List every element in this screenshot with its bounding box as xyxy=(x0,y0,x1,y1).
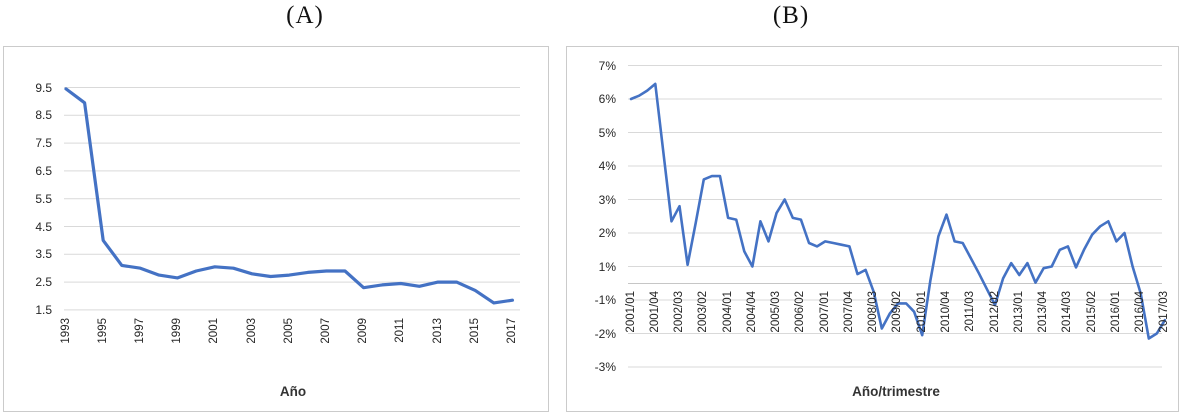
x-axis-title-chart-a: Año xyxy=(279,384,307,399)
x-tick-label: 1999 xyxy=(171,318,184,344)
y-tick-label: -1% xyxy=(594,293,616,307)
x-tick-label: 2010/04 xyxy=(940,291,952,333)
gridlines-chart-a xyxy=(64,87,520,311)
x-tick-label: 2011/03 xyxy=(964,291,977,332)
y-tick-label: 2.5 xyxy=(35,275,52,290)
y-tick-label: 3.5 xyxy=(35,247,52,262)
x-tick-label: 1993 xyxy=(59,318,72,344)
y-tick-label: 4.5 xyxy=(35,219,52,234)
x-tick-label: 2011 xyxy=(394,318,407,343)
x-tick-label: 2015 xyxy=(468,318,481,344)
x-tick-label: 2015/02 xyxy=(1085,291,1098,333)
y-tick-label: -2% xyxy=(594,326,616,341)
x-tick-label: 2008/03 xyxy=(867,291,880,333)
panel-b-title: (B) xyxy=(772,2,810,29)
y-tick-label: 3% xyxy=(598,192,616,207)
x-tick-label: 2001/04 xyxy=(648,291,661,333)
y-tick-label: 6% xyxy=(598,92,616,106)
x-tick-label: 2002/03 xyxy=(673,291,686,333)
x-tick-label: 2009/02 xyxy=(891,291,904,333)
y-tick-label: 2% xyxy=(598,226,616,240)
x-tick-label: 2004/01 xyxy=(721,291,734,333)
x-tick-label: 2014/03 xyxy=(1061,291,1074,333)
x-tick-label: 1995 xyxy=(96,318,109,344)
x-tick-label: 2007/04 xyxy=(842,291,855,333)
series-line-chart-a xyxy=(64,87,515,305)
x-tick-label: 2001/01 xyxy=(624,291,637,333)
y-tick-label: 7.5 xyxy=(35,136,52,151)
gridlines-chart-b xyxy=(628,65,1162,368)
x-tick-label: 2007/01 xyxy=(818,291,831,333)
x-tick-label: 2016/04 xyxy=(1134,291,1147,333)
chart-panel-b xyxy=(566,46,1179,412)
x-tick-label: 2013 xyxy=(431,318,444,344)
x-tick-label: 2004/04 xyxy=(745,291,758,333)
x-tick-label: 2009 xyxy=(357,318,370,344)
series-line-chart-b xyxy=(629,82,1167,340)
x-tick-label: 2013/04 xyxy=(1037,291,1050,333)
y-tick-label: 8.5 xyxy=(35,108,52,123)
y-tick-label: 5% xyxy=(598,125,616,140)
y-tick-label: 5.5 xyxy=(35,191,52,206)
y-tick-label: 6.5 xyxy=(35,163,52,178)
y-tick-label: 4% xyxy=(598,159,616,173)
x-tick-label: 1997 xyxy=(133,318,146,344)
x-tick-label: 2003/02 xyxy=(697,291,710,333)
y-tick-label: 1% xyxy=(598,259,616,274)
x-tick-label: 2006/02 xyxy=(794,291,807,333)
x-tick-label: 2005/03 xyxy=(770,291,783,333)
x-tick-label: 2017/03 xyxy=(1158,291,1171,333)
x-tick-label: 2005 xyxy=(282,318,295,344)
panel-a-title: (A) xyxy=(286,2,324,29)
x-tick-label: 2007 xyxy=(319,318,332,344)
x-tick-label: 2016/01 xyxy=(1109,291,1122,333)
chart-panel-a xyxy=(3,46,549,412)
x-tick-label: 2012/02 xyxy=(988,291,1001,333)
x-tick-label: 2001 xyxy=(208,318,221,344)
x-tick-label: 2003 xyxy=(245,318,258,344)
y-tick-label: 7% xyxy=(598,58,616,73)
x-axis-title-chart-b: Año/trimestre xyxy=(852,384,940,399)
y-tick-label: 9.5 xyxy=(35,80,52,95)
x-tick-label: 2013/01 xyxy=(1012,291,1025,333)
y-tick-label: -3% xyxy=(594,360,616,374)
y-tick-label: 1.5 xyxy=(35,302,52,317)
x-tick-label: 2010/01 xyxy=(915,291,928,333)
x-tick-label: 2017 xyxy=(505,318,518,344)
